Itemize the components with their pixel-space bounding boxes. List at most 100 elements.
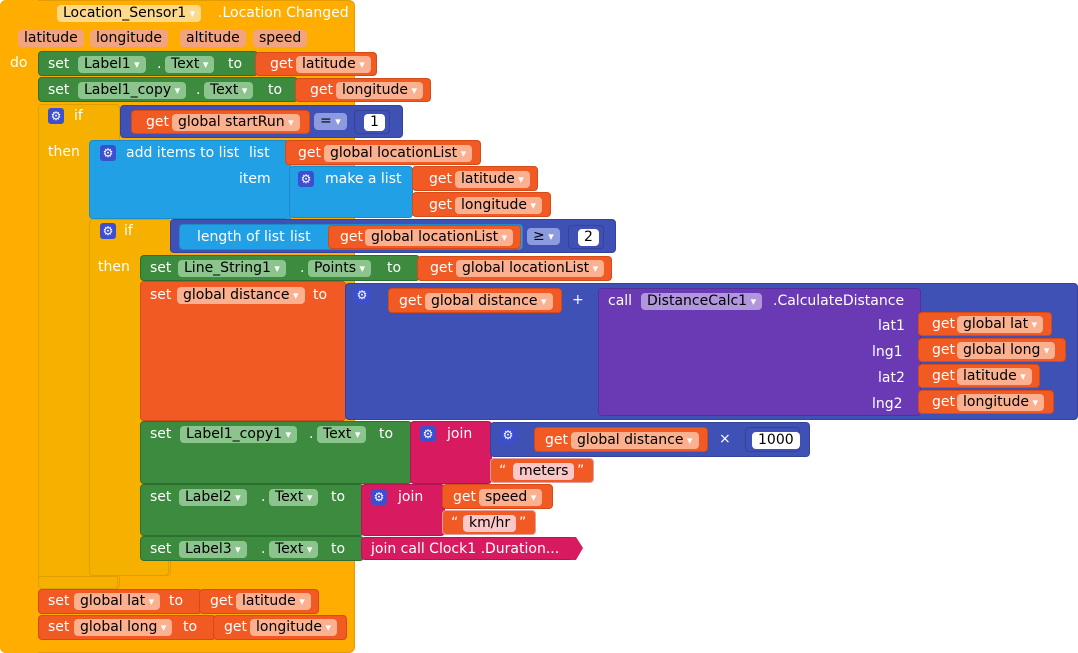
set-label1-copy1-text-block[interactable]: set Label1_copy1 . Text to [140,421,412,484]
get-longitude-arg-block[interactable]: get longitude [918,390,1054,414]
get-global-distance-block[interactable]: get global distance [534,427,708,452]
get-global-long-block[interactable]: get global long [918,338,1066,362]
component-dropdown[interactable]: Label1 [78,56,146,73]
get-keyword: get [224,619,247,635]
variable-dropdown[interactable]: global distance [177,287,305,304]
dot-label: . [300,260,305,276]
get-global-locationlist-block[interactable]: get global locationList [285,140,481,165]
number-field[interactable]: 1 [364,114,385,131]
mutator-gear-icon[interactable]: ⚙ [48,108,64,124]
variable-dropdown[interactable]: global startRun [172,114,300,131]
property-dropdown[interactable]: Points [308,260,372,277]
param-altitude[interactable]: altitude [180,30,246,47]
dot-label: . [196,82,201,98]
set-line-string-points-block[interactable]: set Line_String1 . Points to [140,255,420,281]
set-label2-text-block[interactable]: set Label2 . Text to [140,484,364,536]
variable-dropdown[interactable]: latitude [236,593,311,610]
set-label3-text-block[interactable]: set Label3 . Text to [140,536,364,561]
property-dropdown[interactable]: Text [269,489,319,506]
param-longitude[interactable]: longitude [90,30,168,47]
get-longitude-item-block[interactable]: get longitude [412,192,551,217]
variable-dropdown[interactable]: longitude [250,619,337,636]
get-latitude-block[interactable]: get latitude [199,589,319,614]
join-meters-block[interactable]: ⚙ join [410,421,492,484]
then-keyword: then [98,259,130,275]
add-items-to-list-block[interactable] [89,140,289,219]
property-dropdown[interactable]: Text [204,82,254,99]
set-keyword: set [150,489,172,505]
get-latitude-arg-block[interactable]: get latitude [918,364,1040,388]
get-global-lat-block[interactable]: get global lat [918,312,1052,336]
variable-dropdown[interactable]: global long [74,619,173,636]
component-dropdown[interactable]: Label1_copy1 [180,426,298,443]
number-field[interactable]: 1000 [752,432,800,449]
get-global-locationlist-block[interactable]: get global locationList [417,256,612,281]
set-global-lat-block[interactable]: set global lat to [38,589,202,614]
get-latitude-block[interactable]: get latitude [255,52,377,76]
variable-dropdown[interactable]: latitude [296,56,371,73]
mutator-gear-icon[interactable]: ⚙ [100,145,116,161]
get-longitude-block[interactable]: get longitude [213,615,347,640]
text-field[interactable]: km/hr [463,515,517,532]
get-global-distance-block[interactable]: get global distance [388,288,562,313]
param-latitude[interactable]: latitude [18,30,84,47]
component-dropdown[interactable]: DistanceCalc1 [641,293,763,310]
number-field[interactable]: 2 [578,229,599,246]
variable-dropdown[interactable]: global locationList [324,145,473,162]
set-label1-text-block[interactable]: set Label1 . Text to [38,51,258,76]
component-dropdown[interactable]: Label3 [179,541,247,558]
get-latitude-item-block[interactable]: get latitude [412,166,538,191]
get-speed-block[interactable]: get speed [442,484,553,509]
method-label: .CalculateDistance [773,293,905,309]
number-block[interactable]: 1 [354,110,390,134]
text-field[interactable]: meters [513,463,575,480]
variable-dropdown[interactable]: global lat [957,316,1044,333]
to-keyword: to [331,541,346,557]
to-keyword: to [331,489,346,505]
get-longitude-block[interactable]: get longitude [295,78,431,102]
property-dropdown[interactable]: Text [317,426,367,443]
variable-dropdown[interactable]: global locationList [365,229,514,246]
variable-dropdown[interactable]: longitude [455,197,542,214]
variable-dropdown[interactable]: global locationList [456,260,605,277]
variable-dropdown[interactable]: speed [479,489,543,506]
plus-operator: + [572,292,584,308]
variable-dropdown[interactable]: global distance [425,293,553,310]
variable-dropdown[interactable]: global long [957,342,1056,359]
number-block[interactable]: 2 [568,225,604,249]
length-of-list-label: length of list [197,229,285,245]
variable-dropdown[interactable]: global lat [74,593,161,610]
text-meters-block[interactable]: “ meters ” [490,458,594,483]
mutator-gear-icon[interactable]: ⚙ [420,426,436,442]
variable-dropdown[interactable]: latitude [957,368,1032,385]
set-global-long-block[interactable]: set global long to [38,615,216,640]
property-dropdown[interactable]: Text [165,56,215,73]
mutator-gear-icon[interactable]: ⚙ [354,287,370,303]
mutator-gear-icon[interactable]: ⚙ [500,427,516,443]
component-dropdown[interactable]: Label2 [179,489,247,506]
number-block[interactable]: 1000 [745,427,800,452]
operator-dropdown[interactable]: = [314,113,347,130]
get-global-locationlist-block[interactable]: get global locationList [328,225,521,249]
mutator-gear-icon[interactable]: ⚙ [298,171,314,187]
operator-dropdown[interactable]: ≥ [527,228,560,245]
join-kmhr-block[interactable]: ⚙ join [361,484,445,536]
collapsed-join-block[interactable]: join call Clock1 .Duration... [361,537,571,560]
set-label1-copy-text-block[interactable]: set Label1_copy . Text to [38,77,298,102]
call-calculate-distance-block[interactable]: call DistanceCalc1 .CalculateDistance la… [598,288,921,416]
component-dropdown[interactable]: Line_String1 [178,260,286,277]
variable-dropdown[interactable]: longitude [957,394,1044,411]
param-speed[interactable]: speed [253,30,308,47]
text-kmhr-block[interactable]: “ km/hr ” [442,510,536,535]
mutator-gear-icon[interactable]: ⚙ [371,489,387,505]
mutator-gear-icon[interactable]: ⚙ [100,223,116,239]
property-dropdown[interactable]: Text [269,541,319,558]
variable-dropdown[interactable]: global distance [571,432,699,449]
component-dropdown[interactable]: Label1_copy [78,82,187,99]
get-keyword: get [932,394,955,410]
get-global-startrun-block[interactable]: get global startRun [131,110,310,134]
component-dropdown[interactable]: Location_Sensor1 [57,5,202,22]
variable-dropdown[interactable]: longitude [336,82,423,99]
set-global-distance-block[interactable]: set global distance to [140,281,346,421]
variable-dropdown[interactable]: latitude [455,171,530,188]
